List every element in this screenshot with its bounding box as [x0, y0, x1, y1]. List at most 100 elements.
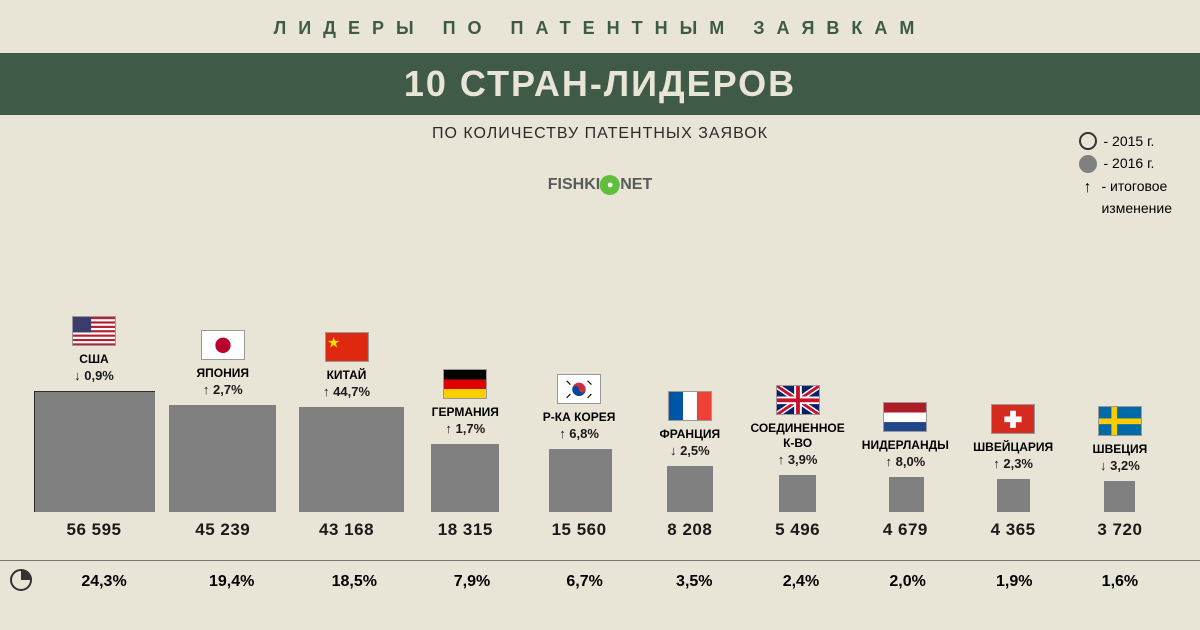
flag-icon — [443, 369, 487, 399]
flag-icon — [776, 385, 820, 415]
value-squares — [997, 479, 1030, 512]
change-value: ↑ 1,7% — [445, 421, 485, 436]
share-value: 1,6% — [1070, 573, 1170, 591]
change-value: ↓ 2,5% — [670, 443, 710, 458]
flag-icon — [883, 402, 927, 432]
value-2016-label: 3 720 — [1097, 520, 1142, 540]
value-2016-label: 4 365 — [991, 520, 1036, 540]
arrow-up-icon: ↑ — [1079, 175, 1095, 201]
country-column: Р-КА КОРЕЯ ↑ 6,8% 15 560 — [525, 374, 633, 540]
country-name: ГЕРМАНИЯ — [432, 405, 499, 419]
circle-filled-icon — [1079, 155, 1097, 173]
country-column: СОЕДИНЕННОЕ К-ВО ↑ 3,9% 5 496 — [747, 385, 849, 540]
share-value: 2,4% — [750, 573, 852, 591]
subtitle: ПО КОЛИЧЕСТВУ ПАТЕНТНЫХ ЗАЯВОК — [0, 125, 1200, 143]
value-squares — [431, 444, 499, 512]
value-2016-label: 5 496 — [775, 520, 820, 540]
country-name: КИТАЙ — [327, 368, 367, 382]
title-bar: 10 СТРАН-ЛИДЕРОВ — [0, 53, 1200, 115]
flag-icon — [557, 374, 601, 404]
value-2016-label: 45 239 — [195, 520, 250, 540]
legend-2016: - 2016 г. — [1079, 152, 1172, 174]
country-column: НИДЕРЛАНДЫ↑ 8,0%4 679 — [854, 402, 956, 540]
country-name: ФРАНЦИЯ — [660, 427, 721, 441]
value-2016-label: 4 679 — [883, 520, 928, 540]
country-name: ШВЕЙЦАРИЯ — [973, 440, 1053, 454]
watermark-left: FISHKI — [548, 176, 600, 193]
change-value: ↑ 6,8% — [559, 426, 599, 441]
change-value: ↑ 2,3% — [993, 456, 1033, 471]
flag-icon — [72, 316, 116, 346]
square-2016 — [431, 444, 499, 512]
pie-share-icon — [10, 569, 32, 591]
value-2016-label: 8 208 — [667, 520, 712, 540]
square-2016 — [667, 466, 713, 512]
flag-icon — [201, 330, 245, 360]
change-value: ↑ 2,7% — [203, 382, 243, 397]
share-value: 18,5% — [295, 573, 413, 591]
country-column: КИТАЙ ↑ 44,7% 43 168 — [288, 332, 406, 540]
value-squares — [294, 407, 399, 512]
share-value: 2,0% — [857, 573, 959, 591]
legend-2015: - 2015 г. — [1079, 130, 1172, 152]
value-2016-label: 56 595 — [67, 520, 122, 540]
country-column: ШВЕЙЦАРИЯ ↑ 2,3% 4 365 — [962, 404, 1064, 540]
country-column: США ↓ 0,9% 56 595 — [30, 316, 158, 540]
country-name: ШВЕЦИЯ — [1093, 442, 1148, 456]
circle-outline-icon — [1079, 132, 1097, 150]
square-2016 — [779, 475, 816, 512]
country-name: ЯПОНИЯ — [197, 366, 250, 380]
share-row: 24,3% 19,4%18,5% 7,9% 6,7%3,5% 2,4% 2,0%1,9% 1… — [0, 560, 1200, 591]
header: ЛИДЕРЫ ПО ПАТЕНТНЫМ ЗАЯВКАМ 10 СТРАН-ЛИД… — [0, 0, 1200, 143]
value-squares — [169, 405, 276, 512]
watermark-right: NET — [620, 176, 652, 193]
change-value: ↓ 3,2% — [1100, 458, 1140, 473]
square-2016 — [299, 407, 404, 512]
value-squares — [1104, 481, 1135, 512]
country-column: ГЕРМАНИЯ ↑ 1,7% 18 315 — [411, 369, 519, 540]
country-name: Р-КА КОРЕЯ — [543, 410, 616, 424]
share-value: 6,7% — [531, 573, 639, 591]
square-2016 — [169, 405, 276, 512]
supertitle: ЛИДЕРЫ ПО ПАТЕНТНЫМ ЗАЯВКАМ — [0, 18, 1200, 39]
country-column: ФРАНЦИЯ ↓ 2,5% 8 208 — [639, 391, 741, 540]
value-squares — [34, 391, 155, 512]
infographic-page: ЛИДЕРЫ ПО ПАТЕНТНЫМ ЗАЯВКАМ 10 СТРАН-ЛИД… — [0, 0, 1200, 630]
square-2016 — [549, 449, 612, 512]
change-value: ↓ 0,9% — [74, 368, 114, 383]
flag-icon — [991, 404, 1035, 434]
legend-2015-label: - 2015 г. — [1103, 130, 1154, 152]
watermark: FISHKI●NET — [548, 175, 652, 195]
value-2016-label: 43 168 — [319, 520, 374, 540]
square-2016 — [889, 477, 924, 512]
share-value: 7,9% — [418, 573, 526, 591]
country-name: США — [79, 352, 108, 366]
square-2016 — [1104, 481, 1135, 512]
square-2016 — [35, 392, 155, 512]
legend-2016-label: - 2016 г. — [1103, 152, 1154, 174]
watermark-dot-icon: ● — [600, 175, 620, 195]
share-value: 19,4% — [173, 573, 291, 591]
value-2016-label: 18 315 — [438, 520, 493, 540]
country-name: НИДЕРЛАНДЫ — [862, 438, 949, 452]
country-name: СОЕДИНЕННОЕ К-ВО — [747, 421, 849, 450]
share-value: 24,3% — [40, 573, 168, 591]
share-values: 24,3% 19,4%18,5% 7,9% 6,7%3,5% 2,4% 2,0%1,9% 1… — [30, 573, 1170, 591]
flag-icon — [668, 391, 712, 421]
value-squares — [548, 449, 611, 512]
value-squares — [779, 475, 816, 512]
share-value: 1,9% — [963, 573, 1065, 591]
bar-chart: США ↓ 0,9% 56 595 ЯПОНИЯ ↑ 2,7% 45 239 КИТАЙ ↑ … — [30, 200, 1170, 540]
flag-icon — [325, 332, 369, 362]
title: 10 СТРАН-ЛИДЕРОВ — [0, 63, 1200, 105]
country-column: ЯПОНИЯ ↑ 2,7% 45 239 — [164, 330, 282, 540]
square-2016 — [997, 479, 1030, 512]
country-column: ШВЕЦИЯ ↓ 3,2% 3 720 — [1070, 406, 1170, 540]
value-2016-label: 15 560 — [552, 520, 607, 540]
value-squares — [667, 466, 713, 512]
change-value: ↑ 44,7% — [323, 384, 370, 399]
value-squares — [888, 477, 923, 512]
share-value: 3,5% — [643, 573, 745, 591]
change-value: ↑ 3,9% — [778, 452, 818, 467]
flag-icon — [1098, 406, 1142, 436]
